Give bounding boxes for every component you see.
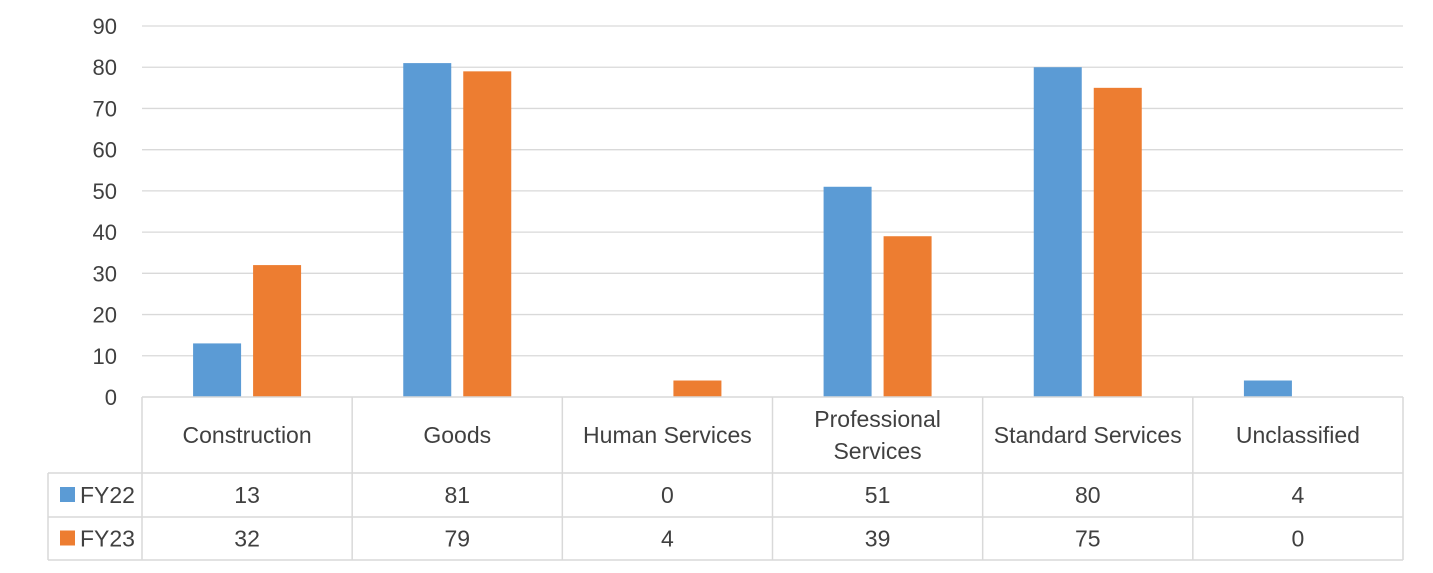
bar-fy22: [1033, 67, 1082, 397]
y-tick-label: 10: [93, 344, 117, 369]
data-table-value: 75: [1075, 526, 1101, 552]
data-table-lines: [47, 396, 1404, 561]
y-tick-label: 70: [93, 96, 117, 121]
data-table-value: 4: [1292, 482, 1305, 508]
data-table-value: 39: [865, 526, 891, 552]
bar-fy23: [673, 380, 722, 397]
y-tick-label: 60: [93, 138, 117, 163]
category-label: Construction: [183, 422, 312, 448]
y-axis-tick-labels: 0 10 20 30 40 50 60 70 80 90: [93, 14, 117, 410]
category-label: Unclassified: [1236, 422, 1360, 448]
data-table-value: 4: [661, 526, 674, 552]
bar-fy23: [883, 236, 932, 397]
legend-key-fy22: [60, 487, 75, 502]
bar-fy23: [463, 71, 512, 397]
legend-label: FY23: [80, 526, 135, 552]
bar-fy22: [403, 63, 452, 397]
data-table-value: 81: [444, 482, 470, 508]
data-table-value: 0: [661, 482, 674, 508]
category-label: Human Services: [583, 422, 752, 448]
legend-keys: FY22 FY23: [60, 482, 135, 552]
category-label: Goods: [423, 422, 491, 448]
data-table-value: 79: [444, 526, 470, 552]
bar-fy22: [193, 343, 242, 397]
bar-fy22: [1243, 380, 1292, 397]
y-tick-label: 30: [93, 261, 117, 286]
data-table-value: 0: [1292, 526, 1305, 552]
y-tick-label: 50: [93, 179, 117, 204]
bars: [193, 63, 1292, 397]
data-table-value: 13: [234, 482, 260, 508]
data-table-values: 13 81 0 51 80 4 32 79 4 39 75 0: [234, 482, 1304, 552]
y-tick-label: 40: [93, 220, 117, 245]
y-tick-label: 90: [93, 14, 117, 39]
data-table-value: 32: [234, 526, 260, 552]
y-tick-label: 0: [105, 385, 117, 410]
data-table-value: 80: [1075, 482, 1101, 508]
gridlines: [142, 25, 1403, 357]
category-label: Professional Services: [814, 406, 941, 464]
legend-label: FY22: [80, 482, 135, 508]
legend-key-fy23: [60, 530, 75, 546]
category-labels: Construction Goods Human Services Professio…: [183, 406, 1360, 464]
bar-fy22: [823, 186, 872, 397]
bar-fy23: [253, 265, 302, 397]
category-label: Standard Services: [994, 422, 1182, 448]
y-tick-label: 80: [93, 55, 117, 80]
data-table-value: 51: [865, 482, 891, 508]
bar-fy23: [1093, 87, 1142, 397]
y-tick-label: 20: [93, 303, 117, 328]
